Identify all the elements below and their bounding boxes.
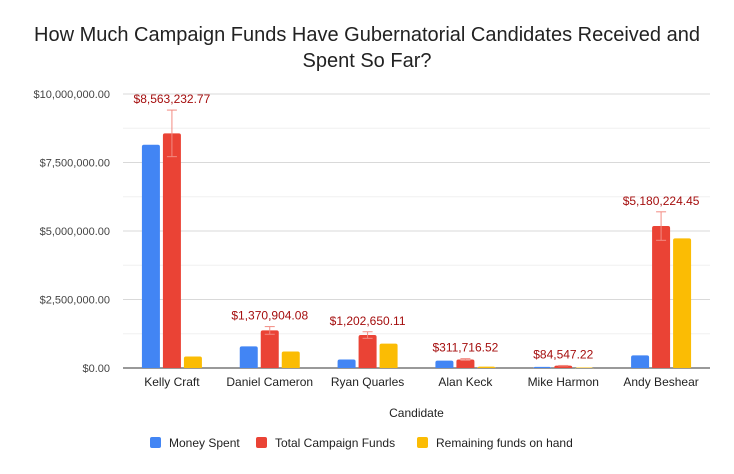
legend-swatch: [150, 437, 161, 448]
bar-money-spent: [141, 144, 160, 368]
bar-money-spent: [435, 360, 454, 368]
data-label: $1,202,650.11: [330, 314, 406, 328]
data-label: $5,180,224.45: [623, 194, 700, 208]
chart-title: How Much Campaign Funds Have Gubernatori…: [0, 22, 734, 74]
data-label: $1,370,904.08: [231, 309, 308, 323]
data-label: $8,563,232.77: [134, 92, 211, 106]
bar-total-campaign-funds: [260, 330, 279, 368]
x-tick-label: Daniel Cameron: [226, 375, 313, 389]
bar-total-campaign-funds: [358, 335, 377, 368]
y-tick-label: $10,000,000.00: [34, 89, 110, 101]
data-label: $311,716.52: [432, 341, 498, 355]
legend-label: Remaining funds on hand: [436, 436, 573, 450]
data-label: $84,547.22: [533, 347, 593, 361]
x-tick-label: Ryan Quarles: [331, 375, 404, 389]
x-tick-label: Alan Keck: [438, 375, 493, 389]
x-tick-label: Andy Beshear: [623, 375, 698, 389]
legend-swatch: [417, 437, 428, 448]
y-tick-label: $2,500,000.00: [40, 295, 110, 307]
bar-money-spent: [239, 346, 258, 368]
legend-label: Total Campaign Funds: [275, 436, 395, 450]
bar-remaining-funds-on-hand: [379, 343, 398, 368]
bar-money-spent: [337, 359, 356, 368]
x-axis-title: Candidate: [389, 406, 444, 420]
bar-total-campaign-funds: [652, 226, 671, 368]
bar-remaining-funds-on-hand: [477, 366, 496, 369]
bar-money-spent: [533, 366, 552, 369]
x-tick-label: Kelly Craft: [144, 375, 200, 389]
bar-remaining-funds-on-hand: [575, 367, 594, 370]
y-tick-label: $0.00: [82, 363, 110, 375]
bar-total-campaign-funds: [162, 133, 181, 368]
bar-total-campaign-funds: [456, 359, 475, 368]
bar-remaining-funds-on-hand: [183, 356, 202, 368]
bar-remaining-funds-on-hand: [281, 351, 300, 368]
y-tick-label: $5,000,000.00: [40, 226, 110, 238]
legend-swatch: [256, 437, 267, 448]
chart-title-line-1: How Much Campaign Funds Have Gubernatori…: [34, 24, 700, 46]
legend-label: Money Spent: [169, 436, 240, 450]
x-tick-label: Mike Harmon: [528, 375, 599, 389]
y-tick-label: $7,500,000.00: [40, 158, 110, 170]
bar-remaining-funds-on-hand: [673, 238, 692, 368]
bar-money-spent: [631, 355, 650, 368]
chart-title-line-2: Spent So Far?: [302, 50, 432, 72]
